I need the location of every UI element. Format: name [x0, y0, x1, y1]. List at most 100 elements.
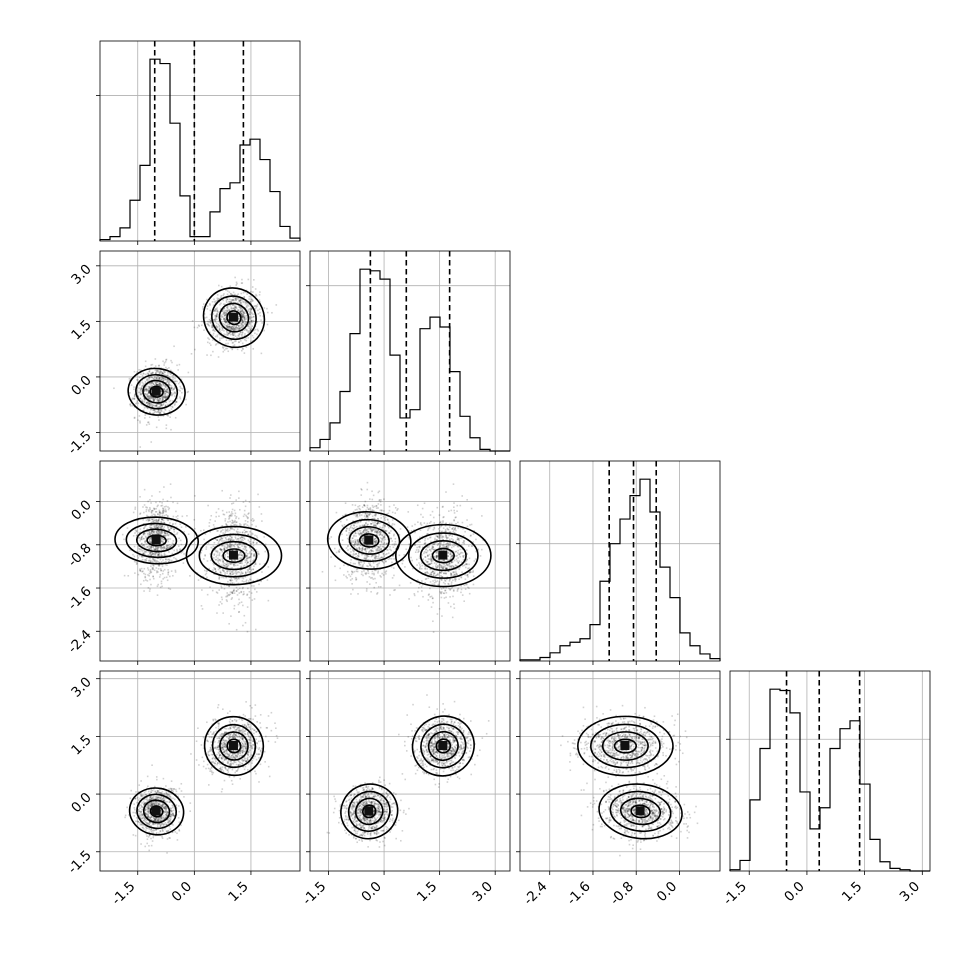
- sample-point: [364, 547, 367, 549]
- sample-point: [249, 316, 251, 318]
- sample-point: [220, 285, 223, 288]
- sample-point: [379, 549, 382, 551]
- sample-point: [444, 534, 447, 536]
- sample-point: [153, 531, 156, 533]
- sample-point: [365, 573, 367, 576]
- sample-point: [245, 555, 248, 558]
- sample-point: [361, 533, 363, 536]
- sample-point: [231, 325, 234, 328]
- sample-point: [235, 281, 238, 284]
- sample-point: [221, 346, 224, 348]
- sample-point: [246, 515, 248, 518]
- sample-point: [387, 538, 389, 541]
- sample-point: [208, 318, 211, 321]
- sample-point: [147, 391, 150, 394]
- sample-point: [235, 515, 238, 518]
- sample-point: [150, 402, 153, 404]
- sample-point: [156, 370, 159, 372]
- sample-point: [159, 526, 162, 529]
- sample-point: [229, 573, 232, 576]
- sample-point: [239, 559, 242, 561]
- sample-point: [434, 537, 436, 540]
- sample-point: [154, 384, 156, 387]
- sample-point: [238, 587, 241, 590]
- sample-point: [173, 404, 176, 406]
- sample-point: [237, 313, 240, 316]
- sample-point: [155, 383, 158, 386]
- sample-point: [438, 547, 441, 549]
- sample-point: [221, 537, 224, 540]
- sample-point: [223, 546, 226, 549]
- sample-point: [166, 391, 169, 394]
- sample-point: [241, 315, 244, 318]
- sample-point: [156, 410, 159, 413]
- sample-point: [234, 520, 236, 523]
- sample-point: [165, 358, 168, 361]
- sample-point: [231, 582, 234, 584]
- sample-point: [227, 328, 230, 330]
- sample-point: [161, 372, 164, 374]
- sample-point: [225, 311, 227, 314]
- sample-point: [235, 325, 237, 328]
- sample-point: [150, 375, 152, 377]
- sample-point: [378, 549, 381, 551]
- sample-point: [243, 532, 246, 534]
- sample-point: [384, 519, 387, 521]
- sample-point: [149, 552, 151, 555]
- sample-point: [224, 320, 226, 323]
- sample-point: [358, 562, 361, 564]
- sample-point: [462, 540, 465, 542]
- sample-point: [140, 393, 143, 396]
- sample-point: [393, 544, 396, 546]
- sample-point: [229, 527, 232, 530]
- sample-point: [240, 319, 243, 322]
- sample-point: [137, 395, 140, 398]
- sample-point: [263, 536, 265, 538]
- sample-point: [375, 528, 378, 531]
- sample-point: [150, 397, 152, 400]
- sample-point: [250, 308, 252, 310]
- sample-point: [370, 555, 373, 558]
- sample-point: [155, 501, 157, 504]
- sample-point: [379, 530, 382, 533]
- sample-point: [231, 582, 233, 585]
- sample-point: [242, 321, 244, 324]
- sample-point: [165, 560, 167, 563]
- sample-point: [211, 329, 214, 332]
- sample-point: [434, 575, 437, 577]
- sample-point: [362, 566, 364, 568]
- sample-point: [247, 525, 250, 528]
- sample-point: [133, 395, 136, 398]
- sample-point: [234, 329, 237, 331]
- sample-point: [148, 545, 151, 548]
- sample-point: [152, 575, 154, 578]
- sample-point: [167, 571, 170, 573]
- sample-point: [143, 553, 145, 555]
- sample-point: [163, 411, 165, 414]
- sample-point: [235, 572, 237, 574]
- sample-point: [352, 527, 355, 530]
- sample-point: [227, 562, 229, 565]
- sample-point: [229, 579, 231, 581]
- sample-point: [358, 533, 361, 535]
- sample-point: [161, 397, 164, 400]
- sample-point: [255, 305, 258, 307]
- sample-point: [394, 540, 397, 543]
- sample-point: [235, 299, 237, 302]
- sample-point: [436, 539, 438, 541]
- sample-point: [456, 538, 459, 541]
- sample-point: [242, 591, 245, 593]
- sample-point: [232, 345, 234, 347]
- sample-point: [244, 310, 247, 312]
- sample-point: [157, 553, 159, 556]
- sample-point: [368, 526, 370, 529]
- sample-point: [240, 560, 243, 563]
- sample-point: [375, 534, 377, 536]
- sample-point: [233, 299, 235, 302]
- sample-point: [215, 591, 218, 593]
- sample-point: [382, 543, 384, 545]
- sample-point: [440, 547, 443, 549]
- sample-point: [251, 321, 254, 324]
- sample-point: [232, 327, 235, 330]
- sample-point: [248, 325, 250, 328]
